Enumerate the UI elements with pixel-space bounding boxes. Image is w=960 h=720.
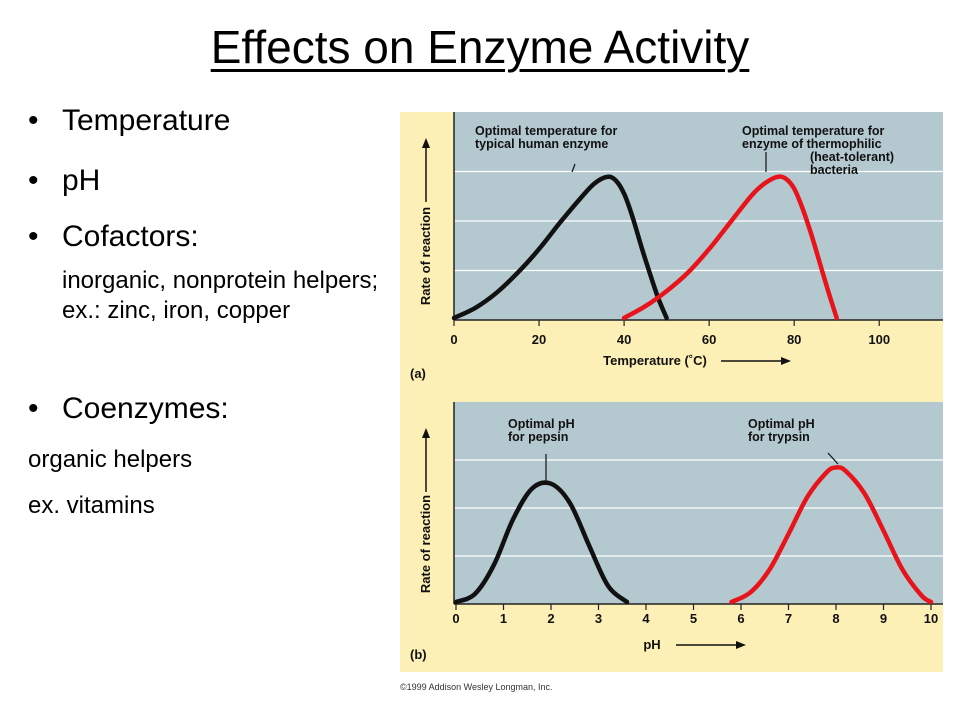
chart-panel-temperature: Rate of reaction xyxy=(418,112,943,365)
x-tick-label: 6 xyxy=(737,611,744,626)
cofactor-detail: inorganic, nonprotein helpers; ex.: zinc… xyxy=(62,267,379,324)
bullet-temperature: • Temperature xyxy=(28,104,231,137)
x-tick-label: 60 xyxy=(702,332,716,347)
slide-title: Effects on Enzyme Activity xyxy=(210,21,750,73)
y-axis-label: Rate of reaction xyxy=(418,495,433,593)
bullet-text: Temperature xyxy=(62,104,231,137)
bullet-ph: • pH xyxy=(28,164,101,197)
annotation-leader xyxy=(827,452,839,465)
y-axis-arrowhead xyxy=(422,138,430,148)
annotation-leader xyxy=(571,163,576,173)
bullet-text: pH xyxy=(62,164,101,197)
x-tick-label: 80 xyxy=(787,332,801,347)
plot-area xyxy=(454,112,943,320)
enzyme-figure: Rate of reaction 0 20 40 60 80 100 Temperature … xyxy=(400,112,943,672)
bullet-text: Cofactors: xyxy=(62,220,199,253)
series-line-red xyxy=(621,174,839,321)
annotation-text: bacteria xyxy=(810,163,859,177)
coenzyme-line-1: organic helpers xyxy=(28,446,193,473)
x-tick-label: 4 xyxy=(642,611,650,626)
x-tick-label: 9 xyxy=(880,611,887,626)
bullet-coenzymes: • Coenzymes: xyxy=(28,392,229,425)
bullet-text: Coenzymes: xyxy=(62,392,229,425)
chart-panel-ph: Rate of reaction xyxy=(418,402,943,649)
y-axis-arrowhead xyxy=(422,428,430,438)
bullet-cofactors: • Cofactors: xyxy=(28,220,199,253)
annotation-text: Optimal pH xyxy=(508,417,575,431)
panel-label: (a) xyxy=(410,366,426,381)
x-tick-label: 0 xyxy=(452,611,459,626)
y-axis-label: Rate of reaction xyxy=(418,207,433,305)
x-tick-label: 7 xyxy=(785,611,792,626)
annotation-text: enzyme of thermophilic xyxy=(742,137,882,151)
x-tick-label: 40 xyxy=(617,332,631,347)
series-line-red xyxy=(729,465,934,605)
x-axis-arrowhead xyxy=(736,641,746,649)
x-tick-label: 3 xyxy=(595,611,602,626)
annotation-text: for trypsin xyxy=(748,430,810,444)
x-tick-label: 100 xyxy=(868,332,890,347)
x-tick-label: 5 xyxy=(690,611,697,626)
x-axis-arrowhead xyxy=(781,357,791,365)
x-tick-label: 2 xyxy=(547,611,554,626)
annotation-text: (heat-tolerant) xyxy=(810,150,894,164)
series-line-black xyxy=(451,174,669,321)
x-axis-label: Temperature (˚C) xyxy=(603,353,707,368)
annotation-text: for pepsin xyxy=(508,430,568,444)
x-axis-label: pH xyxy=(643,637,660,652)
series-line-black xyxy=(453,480,630,605)
plot-area xyxy=(454,402,943,604)
x-tick-label: 8 xyxy=(832,611,839,626)
x-tick-label: 0 xyxy=(450,332,457,347)
x-tick-label: 20 xyxy=(532,332,546,347)
annotation-text: typical human enzyme xyxy=(475,137,608,151)
copyright-text: ©1999 Addison Wesley Longman, Inc. xyxy=(400,682,553,692)
annotation-text: Optimal temperature for xyxy=(475,124,618,138)
annotation-text: Optimal temperature for xyxy=(742,124,885,138)
x-tick-label: 10 xyxy=(924,611,938,626)
annotation-text: Optimal pH xyxy=(748,417,815,431)
panel-label: (b) xyxy=(410,647,427,662)
x-tick-label: 1 xyxy=(500,611,507,626)
coenzyme-line-2: ex. vitamins xyxy=(28,492,155,519)
